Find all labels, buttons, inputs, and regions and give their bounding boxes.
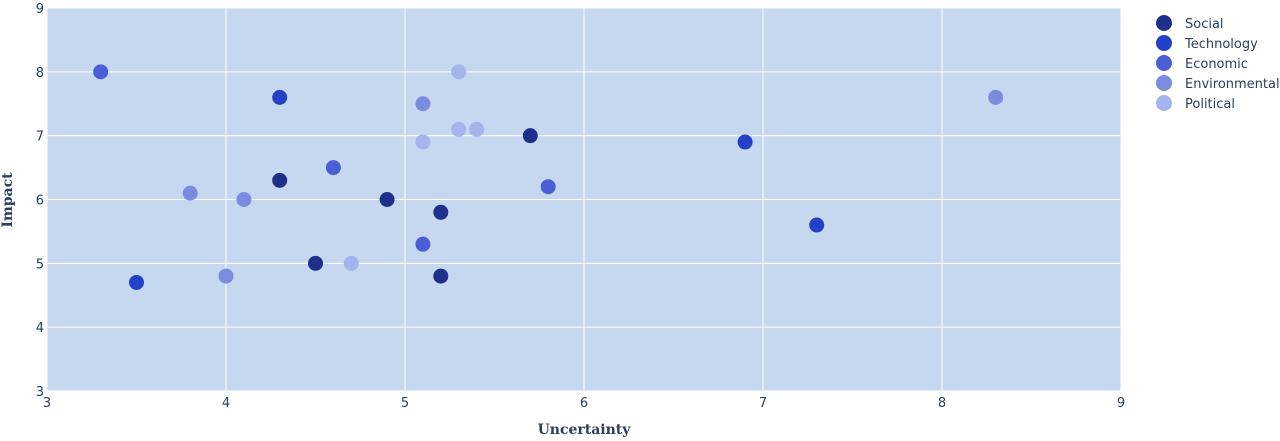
y-tick-label: 9 (36, 2, 44, 17)
legend-marker (1156, 75, 1172, 91)
y-tick-label: 4 (36, 321, 44, 336)
legend-label: Political (1185, 97, 1235, 112)
data-point-technology[interactable] (272, 89, 288, 105)
data-point-technology[interactable] (809, 217, 825, 233)
data-point-political[interactable] (469, 121, 485, 137)
legend-marker (1156, 55, 1172, 71)
data-point-social[interactable] (433, 204, 449, 220)
data-point-political[interactable] (451, 64, 467, 80)
y-axis-title: Impact (0, 172, 16, 228)
data-point-social[interactable] (379, 192, 395, 207)
x-axis-title: Uncertainty (538, 422, 632, 438)
legend-item-environmental[interactable]: Environmental (1156, 75, 1280, 92)
data-points (93, 64, 1004, 290)
x-tick-label: 9 (1117, 396, 1125, 411)
legend-marker (1156, 35, 1172, 51)
y-tick-label: 7 (36, 130, 44, 145)
data-point-economic[interactable] (325, 160, 341, 176)
legend-item-technology[interactable]: Technology (1156, 35, 1258, 52)
x-tick-label: 5 (401, 396, 409, 411)
data-point-environmental[interactable] (182, 185, 198, 201)
x-axis-ticks: 3 4 5 6 7 8 9 (43, 396, 1125, 411)
legend-label: Environmental (1185, 77, 1280, 92)
legend-item-economic[interactable]: Economic (1156, 55, 1248, 72)
legend-label: Social (1185, 17, 1224, 32)
legend-marker (1156, 15, 1172, 31)
data-point-environmental[interactable] (988, 89, 1004, 105)
data-point-social[interactable] (308, 255, 323, 271)
data-point-social[interactable] (433, 268, 449, 284)
y-tick-label: 3 (36, 385, 44, 400)
data-point-environmental[interactable] (415, 96, 431, 112)
y-tick-label: 5 (36, 257, 44, 272)
legend: Social Technology Economic Environmental Pol… (1156, 15, 1280, 112)
x-tick-label: 6 (580, 396, 588, 411)
data-point-technology[interactable] (129, 274, 144, 290)
x-tick-label: 8 (938, 396, 946, 411)
y-axis-ticks: 3 4 5 6 7 8 9 (36, 2, 44, 400)
legend-marker (1156, 95, 1172, 111)
x-tick-label: 4 (222, 396, 230, 411)
x-tick-label: 3 (43, 396, 51, 411)
grid-lines (46, 7, 1122, 392)
y-tick-label: 6 (36, 194, 44, 209)
data-point-political[interactable] (451, 121, 467, 137)
data-point-environmental[interactable] (236, 192, 252, 207)
data-point-social[interactable] (522, 128, 538, 144)
legend-item-political[interactable]: Political (1156, 95, 1235, 112)
data-point-environmental[interactable] (218, 268, 234, 284)
data-point-economic[interactable] (93, 64, 109, 80)
legend-item-social[interactable]: Social (1156, 15, 1224, 32)
data-point-economic[interactable] (540, 179, 556, 195)
data-point-economic[interactable] (415, 236, 431, 252)
data-point-technology[interactable] (737, 134, 753, 150)
legend-label: Economic (1185, 57, 1248, 72)
data-point-political[interactable] (343, 255, 359, 271)
data-point-social[interactable] (272, 172, 288, 188)
x-tick-label: 7 (759, 396, 767, 411)
legend-label: Technology (1184, 37, 1258, 52)
data-point-political[interactable] (415, 134, 431, 150)
y-tick-label: 8 (36, 66, 44, 81)
